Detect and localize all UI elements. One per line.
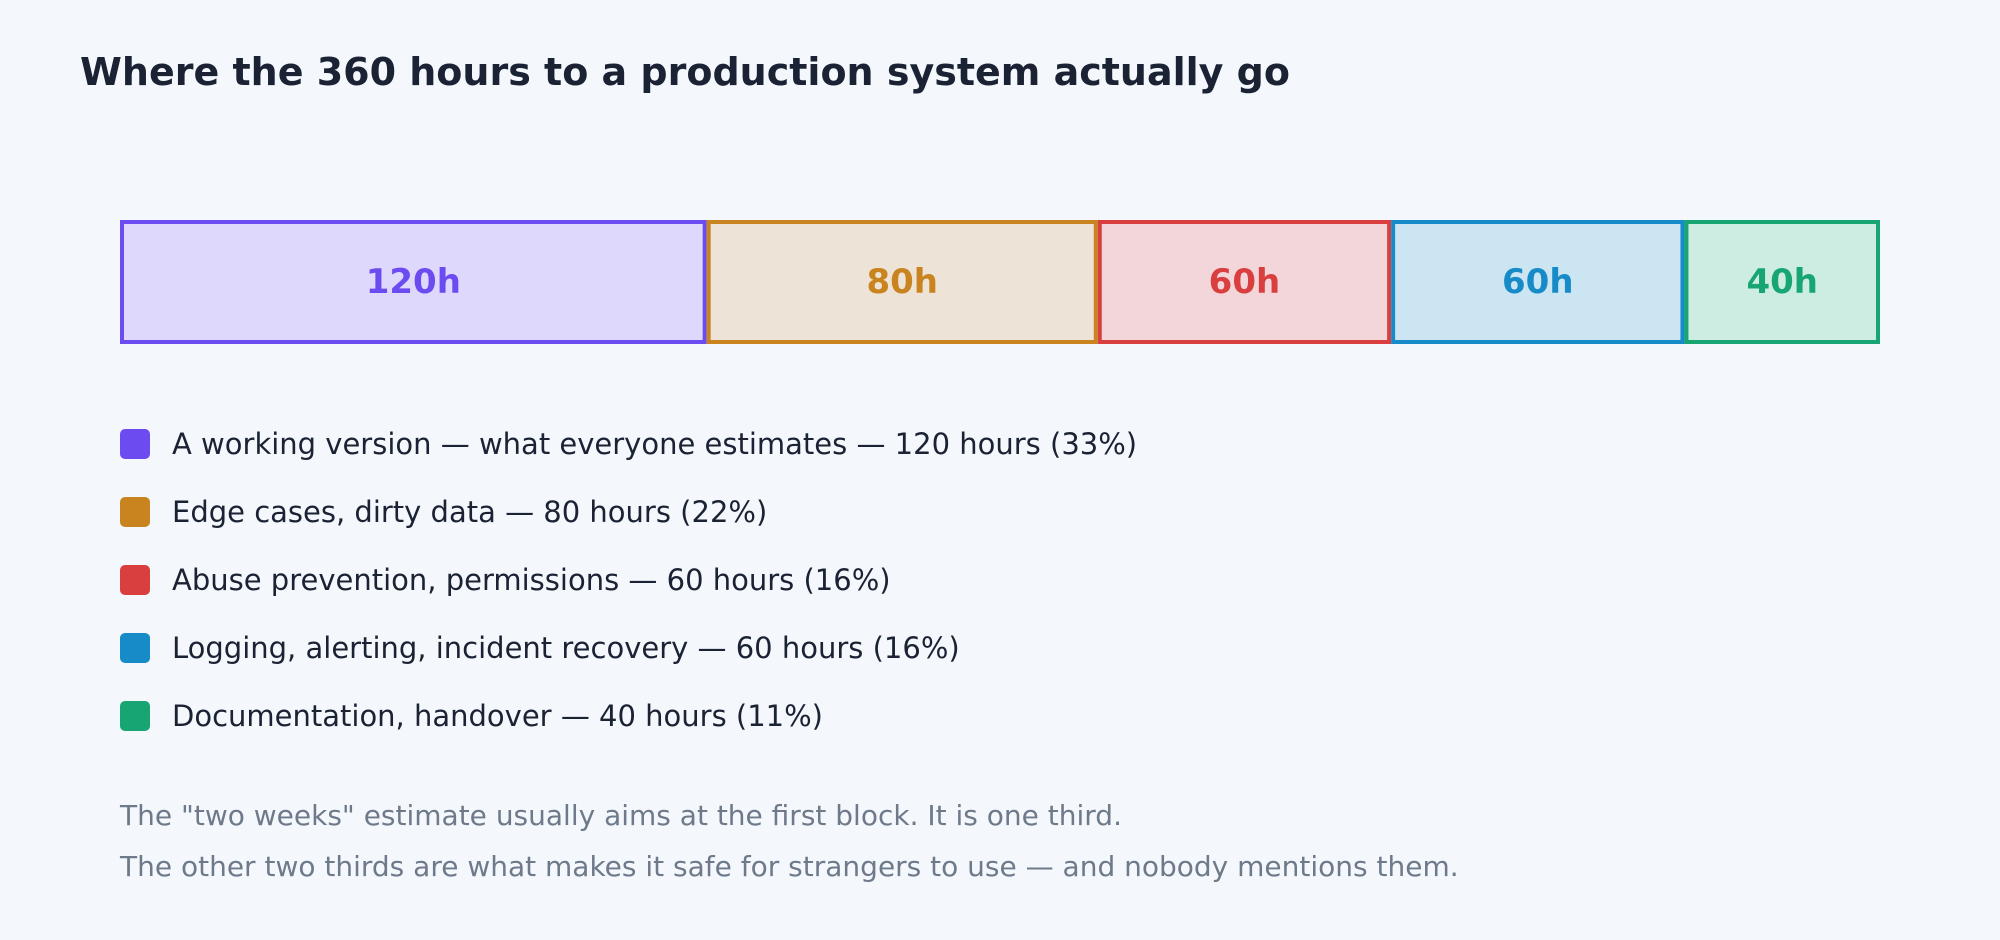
legend-label-2: Edge cases, dirty data — 80 hours (22%) xyxy=(172,495,768,529)
legend-swatch-5 xyxy=(120,701,150,731)
bar-segment-4 xyxy=(1391,220,1685,344)
chart-legend: A working version — what everyone estima… xyxy=(120,410,1137,750)
legend-swatch-4 xyxy=(120,633,150,663)
legend-item-4: Logging, alerting, incident recovery — 6… xyxy=(120,614,1137,682)
legend-item-3: Abuse prevention, permissions — 60 hours… xyxy=(120,546,1137,614)
bar-segment-label-4: 60h xyxy=(1502,262,1574,302)
footnote-line-2: The other two thirds are what makes it s… xyxy=(120,850,1459,883)
chart-title: Where the 360 hours to a production syst… xyxy=(80,50,1290,94)
stacked-bar-chart: 120h 80h 60h 60h 40h xyxy=(120,220,1881,344)
bar-segment-5 xyxy=(1684,220,1881,344)
legend-item-5: Documentation, handover — 40 hours (11%) xyxy=(120,682,1137,750)
bar-segment-label-2: 80h xyxy=(866,262,938,302)
legend-swatch-2 xyxy=(120,497,150,527)
bar-segment-label-1: 120h xyxy=(366,262,461,302)
bar-segment-1 xyxy=(120,220,707,344)
legend-label-5: Documentation, handover — 40 hours (11%) xyxy=(172,699,823,733)
legend-label-4: Logging, alerting, incident recovery — 6… xyxy=(172,631,960,665)
legend-item-1: A working version — what everyone estima… xyxy=(120,410,1137,478)
legend-label-1: A working version — what everyone estima… xyxy=(172,427,1138,461)
bar-segment-label-5: 40h xyxy=(1746,262,1818,302)
legend-swatch-1 xyxy=(120,429,150,459)
legend-label-3: Abuse prevention, permissions — 60 hours… xyxy=(172,563,891,597)
bar-segment-2 xyxy=(706,220,1098,344)
footnote-line-1: The "two weeks" estimate usually aims at… xyxy=(120,799,1122,832)
bar-segment-label-3: 60h xyxy=(1209,262,1281,302)
legend-swatch-3 xyxy=(120,565,150,595)
bar-segment-3 xyxy=(1097,220,1392,344)
legend-item-2: Edge cases, dirty data — 80 hours (22%) xyxy=(120,478,1137,546)
footnotes: The "two weeks" estimate usually aims at… xyxy=(120,790,1459,892)
